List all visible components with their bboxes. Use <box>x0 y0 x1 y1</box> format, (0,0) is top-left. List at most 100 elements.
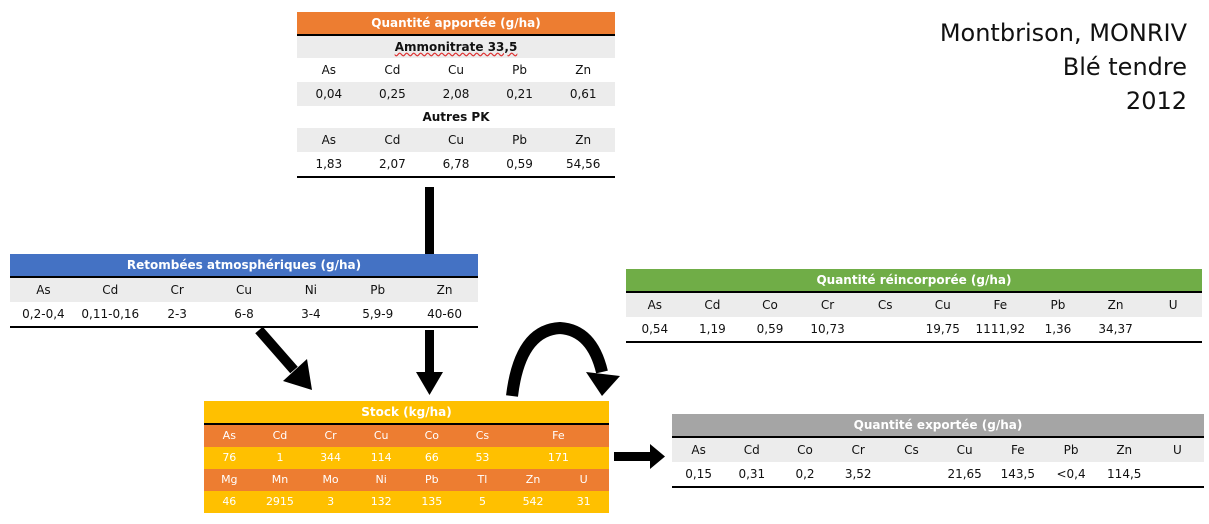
cell: As <box>691 443 706 457</box>
title-line-crop: Blé tendre <box>1062 53 1187 81</box>
cell: 6-8 <box>234 307 254 321</box>
cell: 0,11-0,16 <box>81 307 140 321</box>
cell: Zn <box>1116 443 1133 457</box>
cell: As <box>36 283 51 297</box>
cell: 2915 <box>265 495 294 508</box>
cell: Cs <box>475 429 490 442</box>
cell: Cd <box>102 283 119 297</box>
connector-line <box>425 187 434 254</box>
cell: As <box>222 429 236 442</box>
cell: 19,75 <box>925 322 960 336</box>
cell: U <box>1168 298 1178 312</box>
cell: Pb <box>425 473 439 486</box>
stock-table: Stock (kg/ha) As Cd Cr Cu Co Cs Fe 76 1 … <box>204 401 609 513</box>
cell: Cr <box>170 283 184 297</box>
cell: Zn <box>1107 298 1124 312</box>
retombees-vals: 0,2-0,4 0,11-0,16 2-3 6-8 3-4 5,9-9 40-6… <box>10 302 478 328</box>
exportee-table: Quantité exportée (g/ha) As Cd Co Cr Cs … <box>672 414 1204 488</box>
cell: 0,61 <box>569 87 597 101</box>
cell: Tl <box>477 473 488 486</box>
apportee-sub-ammonitrate: Ammonitrate 33,5 <box>297 36 615 58</box>
stock-header: Stock (kg/ha) <box>204 401 609 425</box>
cell: 0,2-0,4 <box>22 307 65 321</box>
stock-row1: As Cd Cr Cu Co Cs Fe <box>204 425 609 447</box>
cell: 0,04 <box>315 87 343 101</box>
cell: Co <box>424 429 440 442</box>
cell: 344 <box>320 451 342 464</box>
cell: Fe <box>1011 443 1025 457</box>
cell: 0,2 <box>795 467 815 481</box>
cell: 0,59 <box>756 322 784 336</box>
cell: 114,5 <box>1107 467 1142 481</box>
cell: Cr <box>820 298 835 312</box>
cell: 31 <box>576 495 591 508</box>
cell: Pb <box>1050 298 1066 312</box>
cell: Co <box>762 298 778 312</box>
stock-row4: 46 2915 3 132 135 5 542 31 <box>204 491 609 513</box>
cell: 34,37 <box>1098 322 1133 336</box>
curved-arrow-icon <box>506 321 620 397</box>
cell: 0,21 <box>506 87 533 101</box>
cell: Cs <box>877 298 893 312</box>
cell: <0,4 <box>1056 467 1086 481</box>
col-cu: Cu <box>447 133 464 147</box>
apportee-sub-pk: Autres PK <box>422 110 490 124</box>
exportee-header: Quantité exportée (g/ha) <box>672 414 1204 438</box>
stock-row2: 76 1 344 114 66 53 171 <box>204 447 609 469</box>
col-zn: Zn <box>575 133 592 147</box>
col-cd: Cd <box>384 63 401 77</box>
cell: Cu <box>956 443 973 457</box>
cell: 54,56 <box>565 157 601 171</box>
cell: 1111,92 <box>975 322 1026 336</box>
cell: Zn <box>525 473 541 486</box>
cell: 76 <box>222 451 237 464</box>
arrow-right-icon <box>614 444 665 469</box>
cell: 542 <box>522 495 544 508</box>
cell: 53 <box>475 451 490 464</box>
col-as: As <box>321 63 337 77</box>
cell: 3-4 <box>301 307 321 321</box>
cell: Cr <box>324 429 337 442</box>
reincorporee-header: Quantité réincorporée (g/ha) <box>626 269 1202 293</box>
cell: Mn <box>271 473 289 486</box>
col-as: As <box>321 133 337 147</box>
retombees-cols: As Cd Cr Cu Ni Pb Zn <box>10 278 478 302</box>
cell: Co <box>797 443 813 457</box>
apportee-vals2: 1,83 2,07 6,78 0,59 54,56 <box>297 152 615 178</box>
location-title: Montbrison, MONRIV Blé tendre 2012 <box>940 16 1187 118</box>
cell: 6,78 <box>442 157 470 171</box>
cell: 0,54 <box>641 322 669 336</box>
cell: Cd <box>743 443 760 457</box>
cell: 3 <box>327 495 335 508</box>
cell: 132 <box>370 495 392 508</box>
cell: 2-3 <box>167 307 187 321</box>
cell: Cs <box>904 443 919 457</box>
reincorporee-table: Quantité réincorporée (g/ha) As Cd Co Cr… <box>626 269 1202 343</box>
reincorporee-cols: As Cd Co Cr Cs Cu Fe Pb Zn U <box>626 293 1202 317</box>
cell: 2,07 <box>379 157 406 171</box>
cell: 5,9-9 <box>362 307 394 321</box>
apportee-header: Quantité apportée (g/ha) <box>297 12 615 36</box>
cell: 1,36 <box>1044 322 1072 336</box>
exportee-vals: 0,15 0,31 0,2 3,52 21,65 143,5 <0,4 114,… <box>672 462 1204 488</box>
cell: Ni <box>375 473 387 486</box>
cell: As <box>647 298 663 312</box>
stock-row3: Mg Mn Mo Ni Pb Tl Zn U <box>204 469 609 491</box>
cell: Mg <box>221 473 238 486</box>
apportee-vals1: 0,04 0,25 2,08 0,21 0,61 <box>297 82 615 106</box>
cell: 0,59 <box>506 157 533 171</box>
cell: Cu <box>373 429 389 442</box>
cell: 3,52 <box>844 467 872 481</box>
cell: Pb <box>370 283 386 297</box>
cell: 10,73 <box>810 322 845 336</box>
col-cu: Cu <box>447 63 464 77</box>
reincorporee-vals: 0,54 1,19 0,59 10,73 19,75 1111,92 1,36 … <box>626 317 1202 343</box>
cell: 171 <box>547 451 569 464</box>
title-line-year: 2012 <box>1125 87 1187 115</box>
title-line-site: Montbrison, MONRIV <box>939 19 1187 47</box>
arrow-diagonal-icon <box>255 326 312 390</box>
cell: 0,31 <box>738 467 766 481</box>
col-cd: Cd <box>384 133 401 147</box>
cell: 2,08 <box>442 87 470 101</box>
cell: Fe <box>993 298 1008 312</box>
